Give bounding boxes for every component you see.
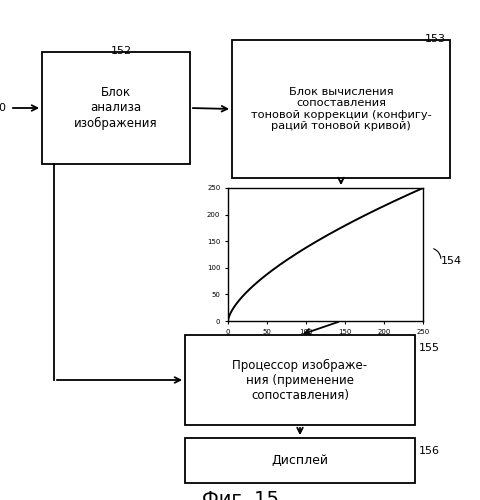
Text: 153: 153 [424, 34, 445, 44]
Text: 155: 155 [419, 343, 440, 353]
Text: Фиг. 15: Фиг. 15 [202, 490, 278, 500]
Bar [42, 52, 190, 164]
Text: Дисплей: Дисплей [272, 454, 328, 467]
Text: Блок
анализа
изображения: Блок анализа изображения [74, 86, 158, 130]
Bar [185, 335, 415, 425]
Bar [185, 438, 415, 483]
Text: Процессор изображе-
ния (применение
сопоставления): Процессор изображе- ния (применение сопо… [232, 358, 368, 402]
Text: 154: 154 [441, 256, 462, 266]
Text: 156: 156 [419, 446, 440, 456]
Text: 152: 152 [110, 46, 132, 56]
Text: 150: 150 [0, 103, 7, 113]
Text: Блок вычисления
сопоставления
тоновой коррекции (конфигу-
раций тоновой кривой): Блок вычисления сопоставления тоновой ко… [251, 86, 432, 132]
Bar [232, 40, 450, 178]
